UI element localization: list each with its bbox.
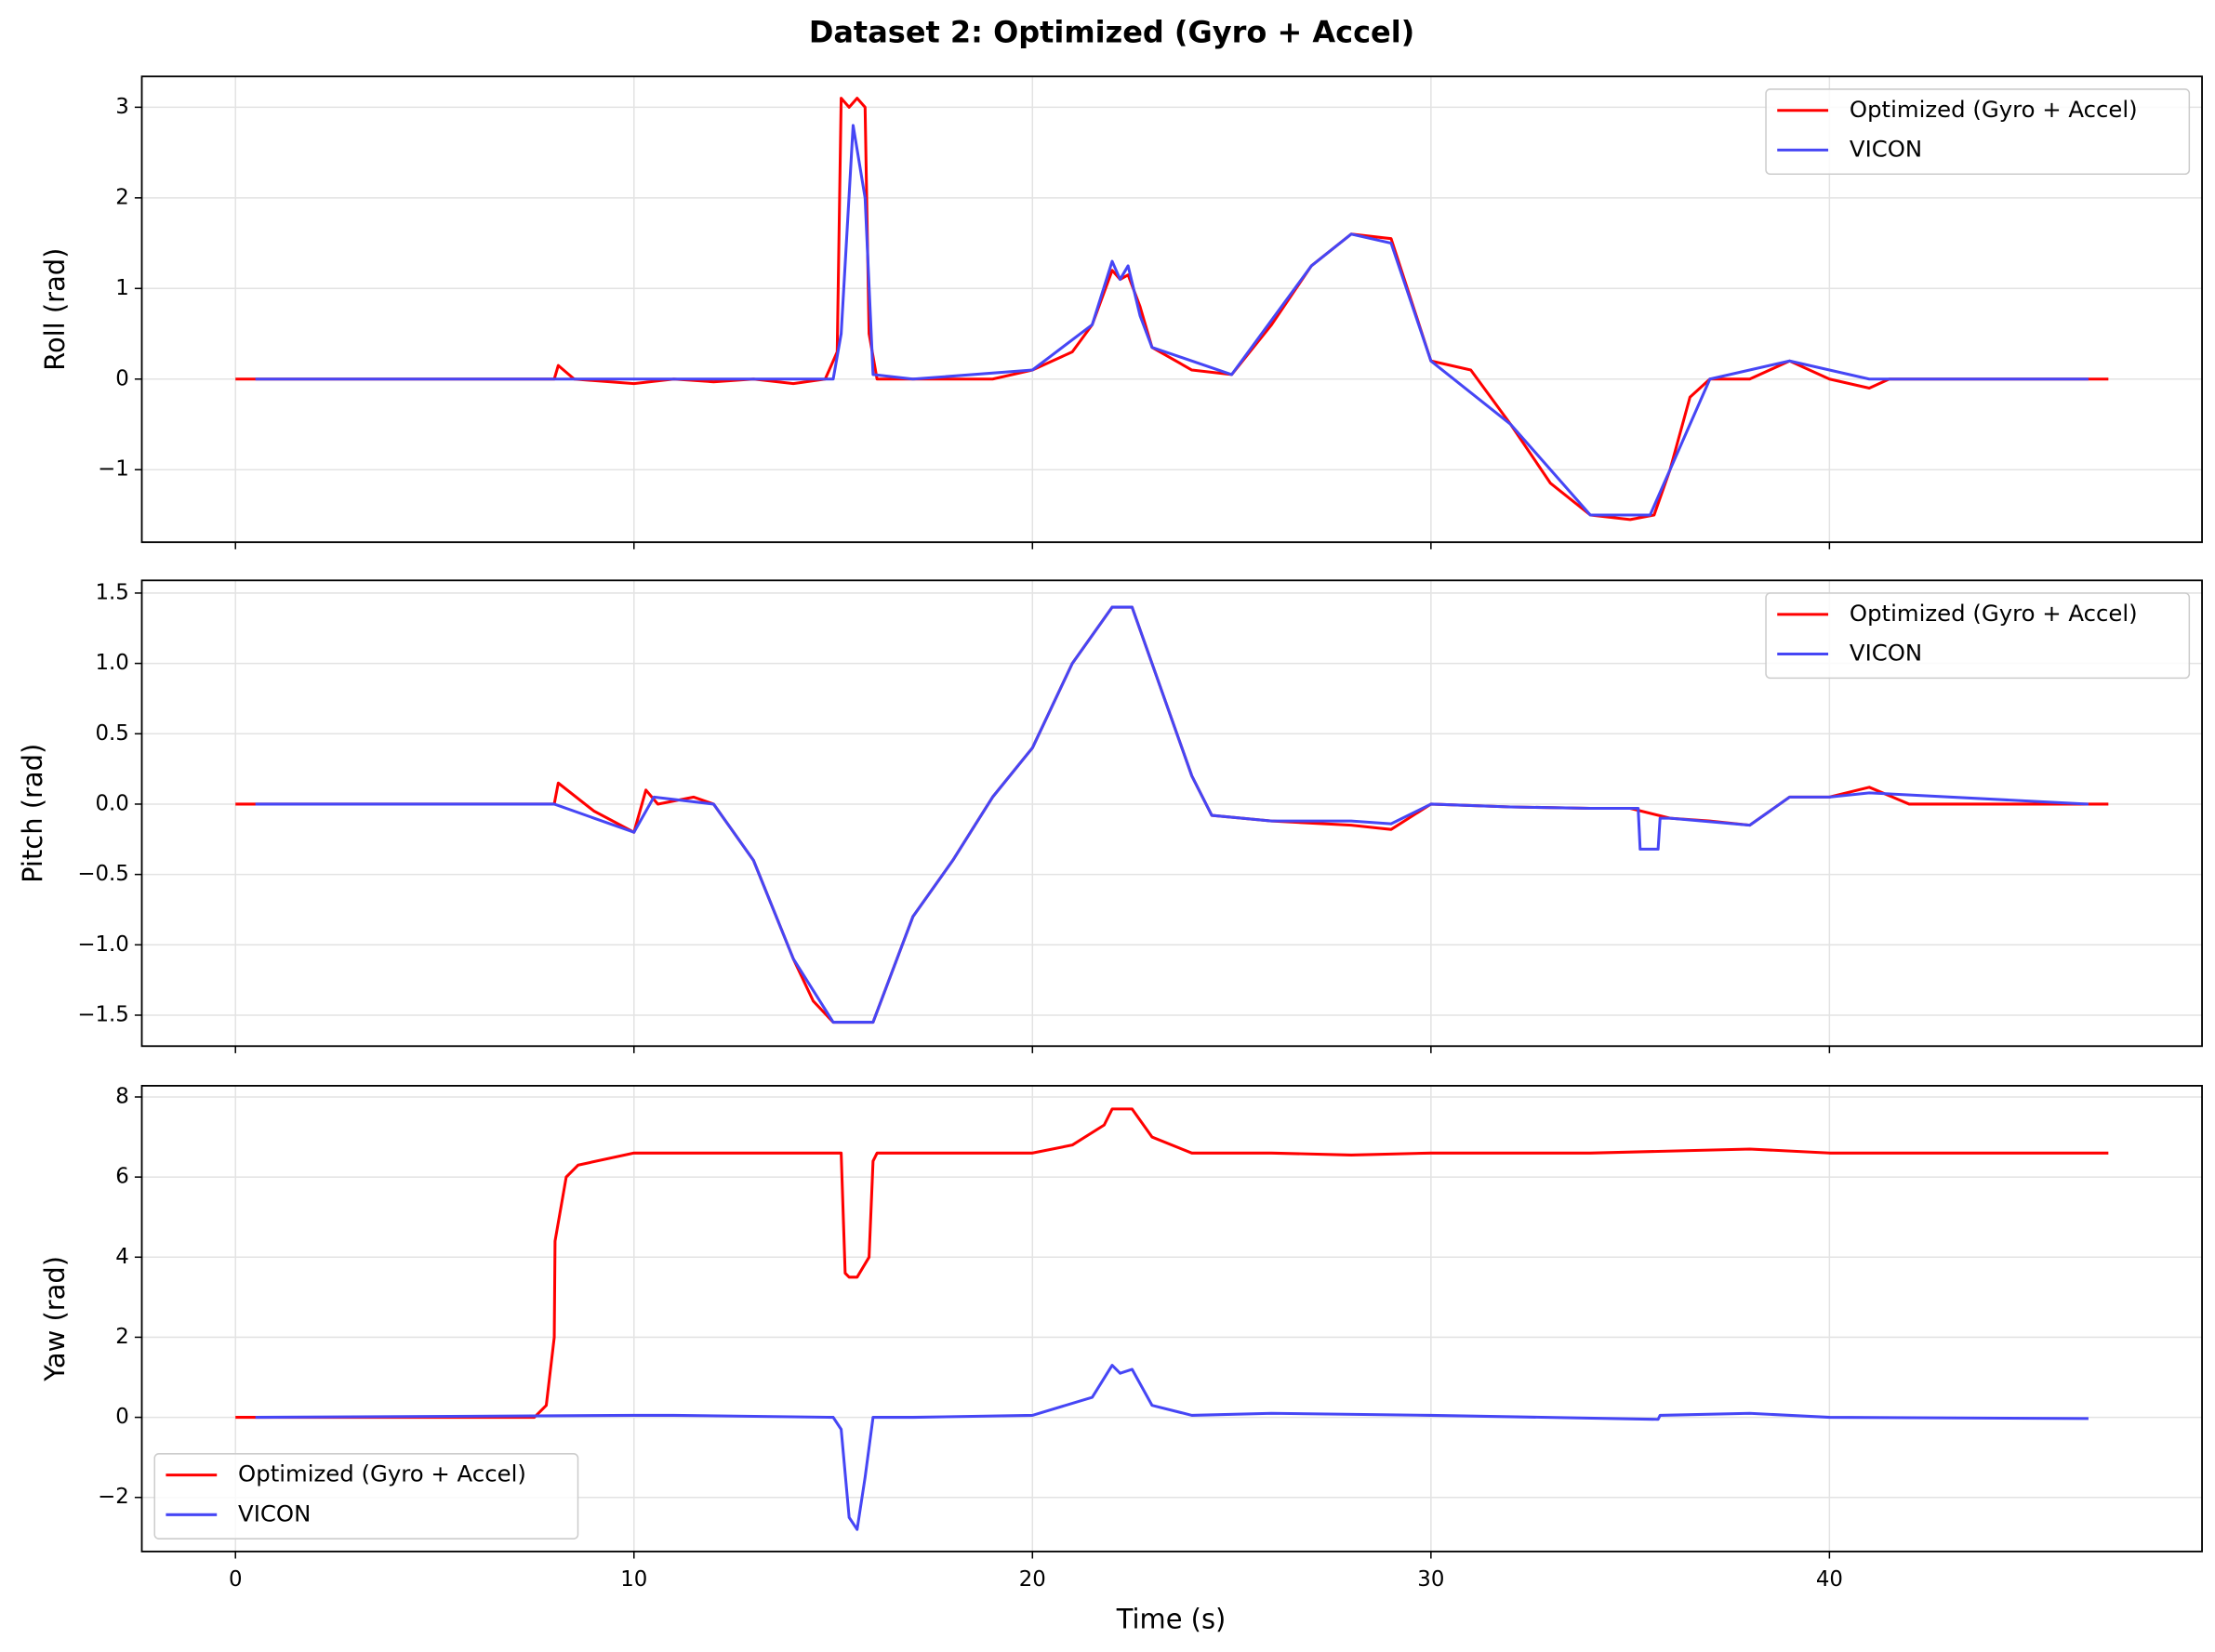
x-tick-label: 40 <box>1816 1567 1843 1592</box>
x-tick-label: 30 <box>1417 1567 1444 1592</box>
legend-label: VICON <box>1850 135 1922 162</box>
legend-label: Optimized (Gyro + Accel) <box>1850 96 2138 123</box>
plot-frame <box>140 75 2203 544</box>
y-axis-label: Pitch (rad) <box>17 744 48 883</box>
y-tick-label: 8 <box>115 1084 129 1108</box>
y-tick-label: 0.5 <box>95 721 128 746</box>
y-tick-label: −2 <box>98 1485 129 1509</box>
legend-label: VICON <box>238 1500 311 1526</box>
figure-title: Dataset 2: Optimized (Gyro + Accel) <box>809 15 1414 50</box>
y-axis-label: Roll (rad) <box>39 248 71 371</box>
x-tick-label: 10 <box>620 1567 647 1592</box>
y-tick-label: −1 <box>98 457 129 482</box>
y-tick-label: 6 <box>115 1165 129 1189</box>
legend-label: VICON <box>1850 639 1922 666</box>
y-tick-label: 4 <box>115 1245 129 1269</box>
y-tick-label: 0 <box>115 1405 129 1429</box>
x-tick-label: 20 <box>1019 1567 1046 1592</box>
data-line <box>255 605 2089 1024</box>
y-tick-label: 1 <box>115 276 129 300</box>
y-tick-label: −1.0 <box>77 932 128 957</box>
legend-box <box>1765 88 2191 176</box>
legend-box <box>153 1453 579 1540</box>
y-tick-label: 0.0 <box>95 791 128 815</box>
data-line <box>255 124 2089 517</box>
x-axis-label: Time (s) <box>1116 1604 1227 1635</box>
y-tick-label: 0 <box>115 366 129 390</box>
y-tick-label: 2 <box>115 185 129 209</box>
y-tick-label: −0.5 <box>77 862 128 886</box>
legend-label: Optimized (Gyro + Accel) <box>1850 600 2138 627</box>
y-tick-label: 2 <box>115 1325 129 1349</box>
y-tick-label: 1.5 <box>95 580 128 604</box>
y-tick-label: 1.0 <box>95 651 128 675</box>
legend-box <box>1765 592 2191 680</box>
y-tick-label: 3 <box>115 95 129 119</box>
y-axis-label: Yaw (rad) <box>39 1256 71 1382</box>
y-tick-label: −1.5 <box>77 1002 128 1026</box>
x-tick-label: 0 <box>229 1567 243 1592</box>
data-line <box>255 1364 2089 1531</box>
legend-label: Optimized (Gyro + Accel) <box>238 1460 526 1487</box>
plot-frame <box>140 579 2203 1048</box>
plot-frame <box>140 1085 2203 1553</box>
data-line <box>235 1107 2109 1420</box>
